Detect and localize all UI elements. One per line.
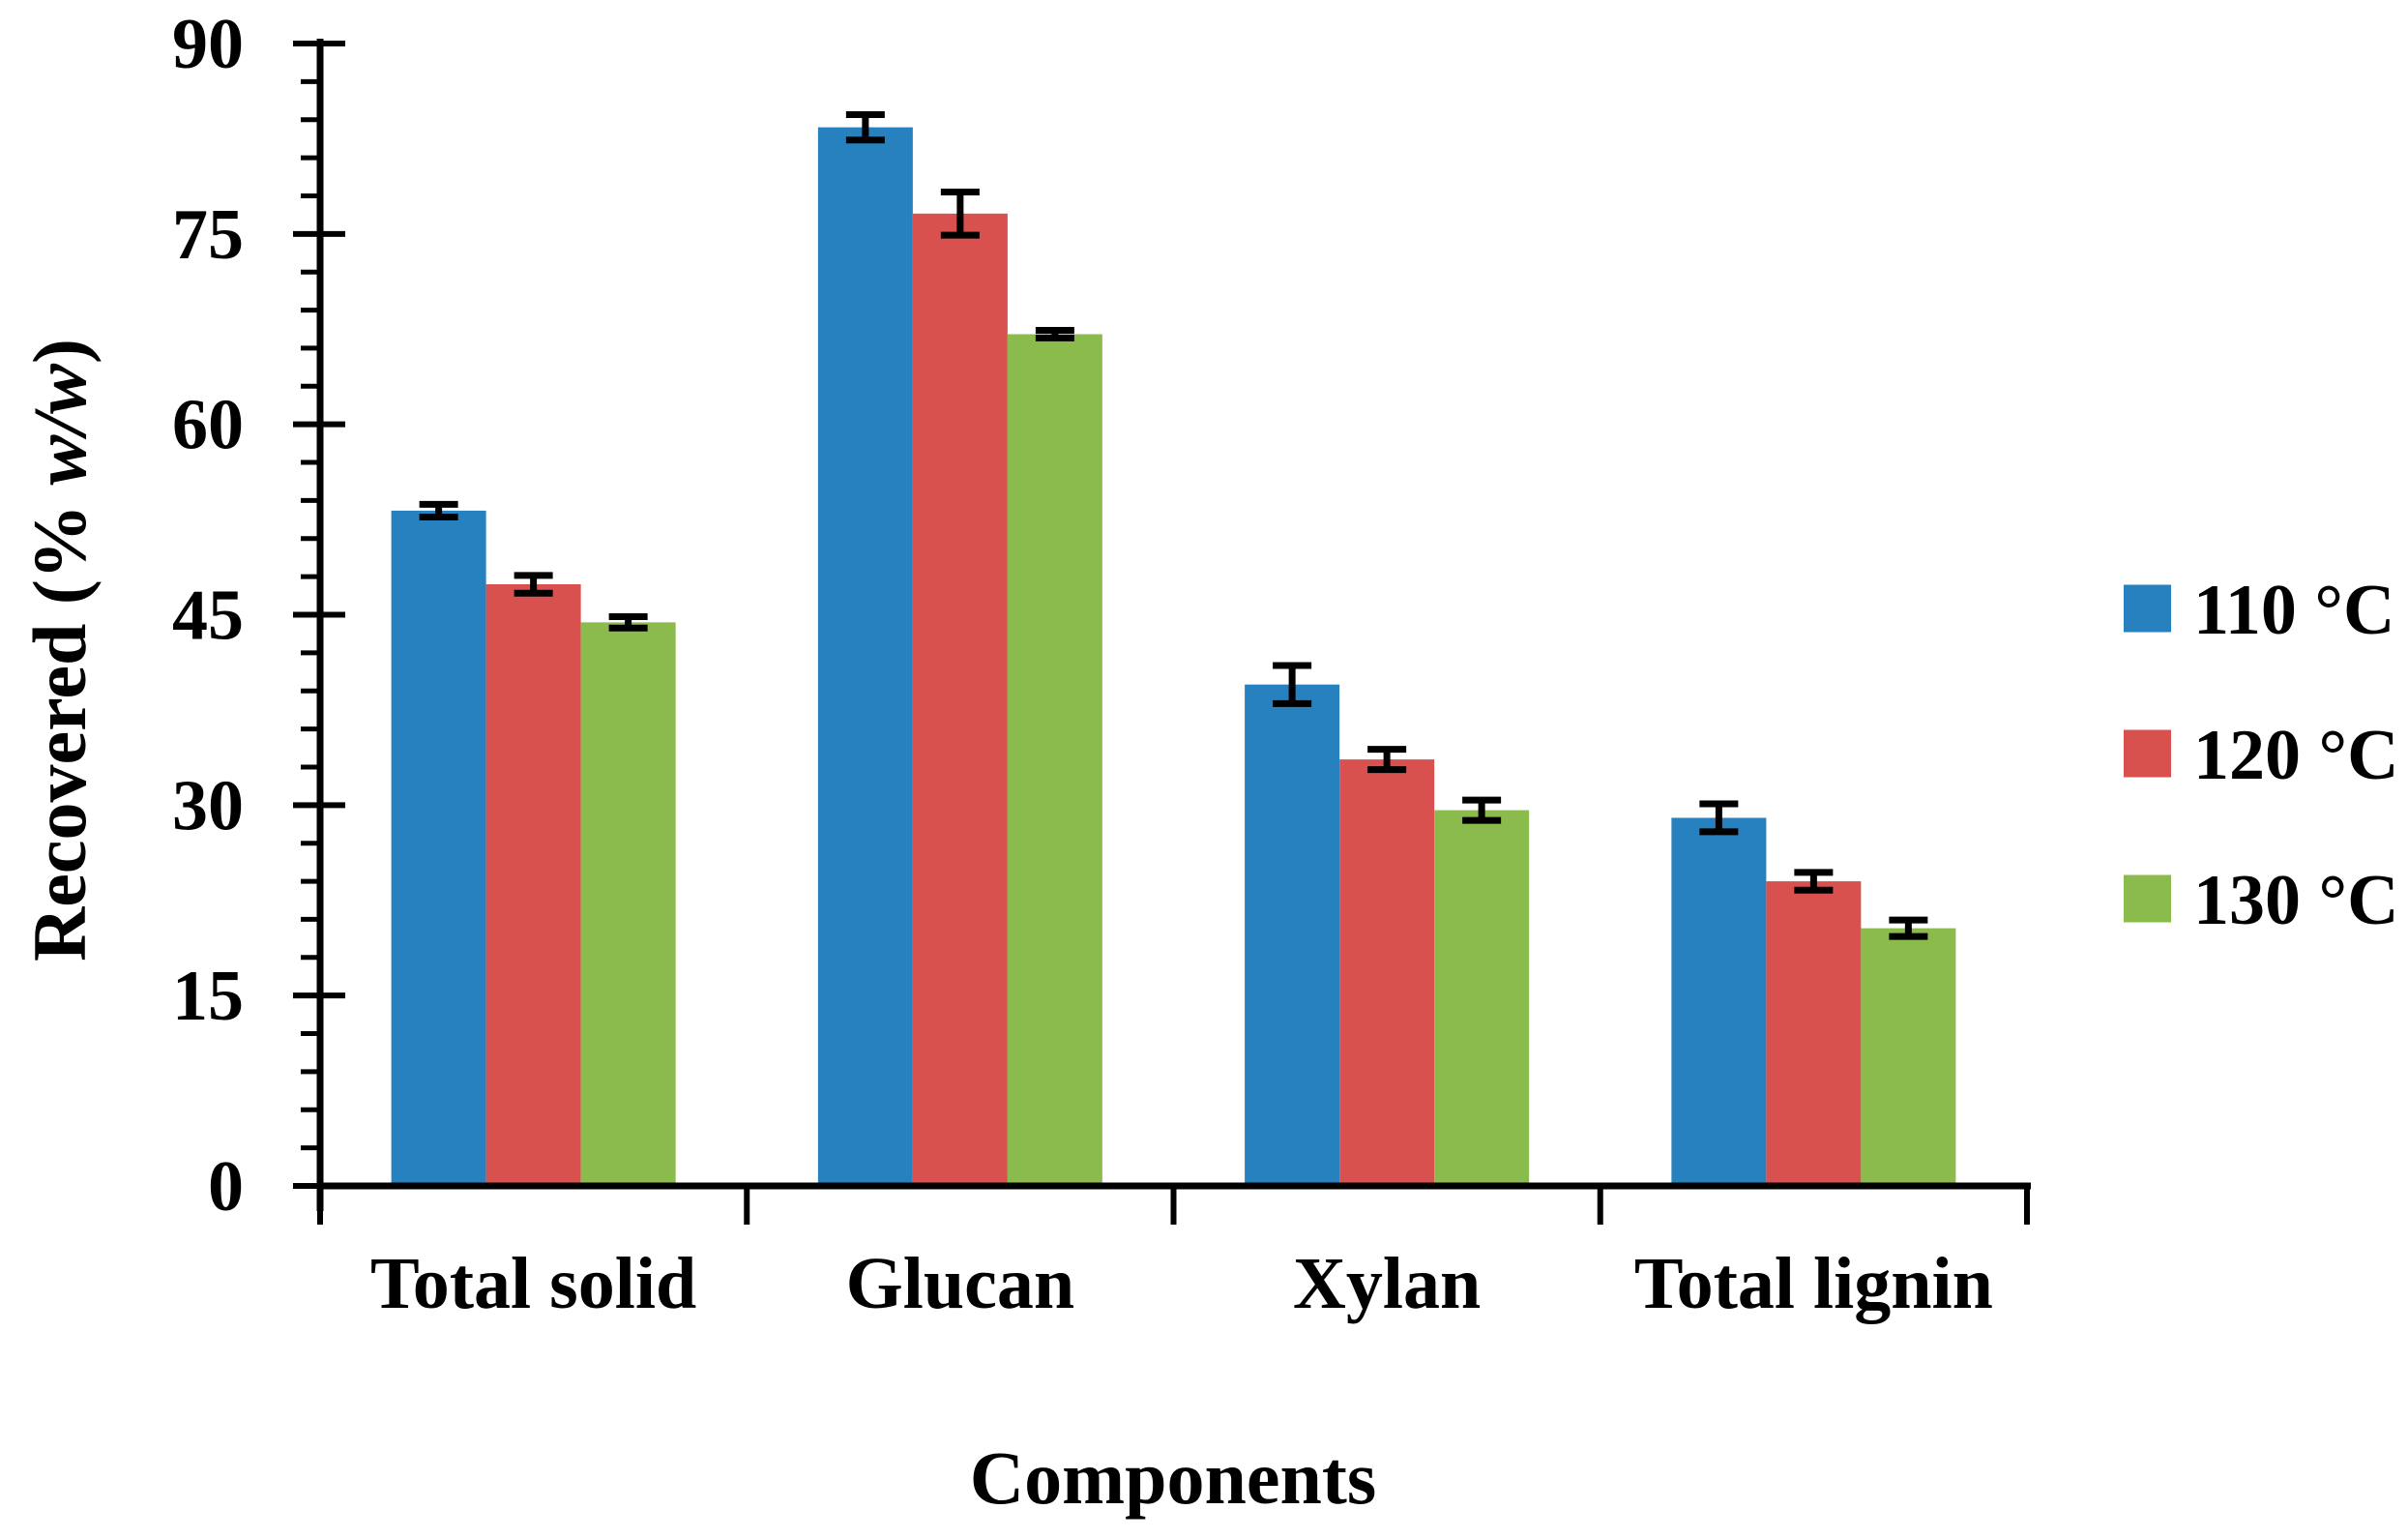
bar-130-c-xylan xyxy=(1434,810,1530,1186)
y-tick-label-60: 60 xyxy=(172,386,244,465)
x-category-label-total-solid: Total solid xyxy=(370,1243,696,1324)
bar-120-c-total-lignin xyxy=(1766,881,1862,1186)
legend-swatch-130-c xyxy=(2124,874,2171,923)
y-tick-label-75: 75 xyxy=(172,195,244,275)
bar-130-c-glucan xyxy=(1007,334,1102,1186)
bar-110-c-xylan xyxy=(1245,684,1340,1186)
x-category-label-total-lignin: Total lignin xyxy=(1634,1243,1993,1324)
bar-110-c-glucan xyxy=(817,127,913,1186)
legend-label-130-c: 130 °C xyxy=(2193,861,2399,940)
y-tick-label-90: 90 xyxy=(172,5,244,84)
bar-120-c-glucan xyxy=(912,213,1008,1187)
x-axis-title: Components xyxy=(969,1435,1377,1520)
bar-130-c-total-solid xyxy=(580,622,676,1186)
y-tick-label-30: 30 xyxy=(172,766,244,845)
bar-130-c-total-lignin xyxy=(1861,928,1956,1186)
bar-120-c-total-solid xyxy=(485,584,581,1186)
legend-label-120-c: 120 °C xyxy=(2193,716,2399,795)
y-tick-label-0: 0 xyxy=(208,1147,244,1227)
y-tick-label-45: 45 xyxy=(172,577,244,656)
legend-label-110-c: 110 °C xyxy=(2193,571,2394,650)
x-category-label-xylan: Xylan xyxy=(1293,1243,1481,1324)
bar-120-c-xylan xyxy=(1339,759,1435,1186)
x-category-label-glucan: Glucan xyxy=(846,1243,1075,1324)
y-tick-label-15: 15 xyxy=(172,957,244,1036)
legend-swatch-110-c xyxy=(2124,584,2171,633)
legend-swatch-120-c xyxy=(2124,729,2171,778)
bar-110-c-total-lignin xyxy=(1671,817,1767,1186)
y-axis-title-italic: w/w xyxy=(17,363,102,486)
y-axis-title-prefix: Recovered (% xyxy=(17,485,102,962)
y-axis-title: Recovered (% w/w) xyxy=(16,339,103,962)
bar-110-c-total-solid xyxy=(391,510,486,1186)
y-axis-title-suffix: ) xyxy=(17,338,102,364)
